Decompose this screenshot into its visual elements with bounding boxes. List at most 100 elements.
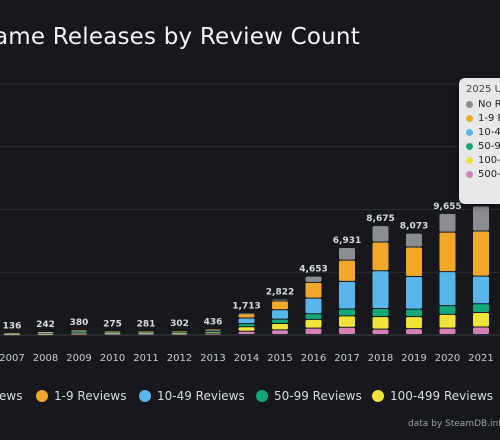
bar-segment-10-49-reviews[interactable] <box>339 281 355 309</box>
bar-segment-1-9-reviews[interactable] <box>439 232 456 272</box>
bar-segment-50-99-reviews[interactable] <box>104 332 121 334</box>
bar-segment-no-reviews[interactable] <box>473 206 489 231</box>
bar-segment-1-9-reviews[interactable] <box>171 331 188 332</box>
bar-segment-50-99-reviews[interactable] <box>406 309 422 317</box>
bar-segment-500-reviews[interactable] <box>104 334 121 335</box>
tooltip-label: 1-9 R <box>478 112 500 124</box>
bar-segment-50-99-reviews[interactable] <box>171 332 188 334</box>
bar-segment-10-49-reviews[interactable] <box>138 331 154 333</box>
legend-label: 50-99 Reviews <box>274 389 362 403</box>
bar-segment-100-499-reviews[interactable] <box>473 313 489 327</box>
bar-segment-50-99-reviews[interactable] <box>238 324 255 327</box>
bar-segment-500-reviews[interactable] <box>406 329 422 334</box>
legend-label: 1-9 Reviews <box>54 389 126 403</box>
bar-segment-100-499-reviews[interactable] <box>272 324 288 330</box>
x-tick-label: 2010 <box>100 353 125 364</box>
tooltip: 2025 U No R 1-9 R 10-4 50-9 100- 500- <box>459 78 500 204</box>
bar-segment-10-49-reviews[interactable] <box>439 272 456 306</box>
legend-item-10-49-reviews[interactable]: 10-49 Reviews <box>139 389 245 403</box>
bar-segment-50-99-reviews[interactable] <box>439 306 456 314</box>
bar-segment-50-99-reviews[interactable] <box>339 309 355 316</box>
bar-segment-1-9-reviews[interactable] <box>406 247 422 276</box>
bar-segment-50-99-reviews[interactable] <box>473 304 489 313</box>
bar-segment-10-49-reviews[interactable] <box>104 332 121 333</box>
bar-segment-10-49-reviews[interactable] <box>205 330 221 332</box>
tooltip-label: No R <box>478 98 500 110</box>
bar-segment-no-reviews[interactable] <box>272 299 288 301</box>
bar-segment-500-reviews[interactable] <box>205 333 221 335</box>
bar-segment-no-reviews[interactable] <box>406 233 422 247</box>
bar-segment-100-499-reviews[interactable] <box>205 332 221 334</box>
bar-segment-10-49-reviews[interactable] <box>71 330 87 332</box>
legend-item-50-99-reviews[interactable]: 50-99 Reviews <box>256 389 362 403</box>
bar-segment-1-9-reviews[interactable] <box>339 260 355 281</box>
bar-segment-1-9-reviews[interactable] <box>71 330 87 331</box>
bar-segment-10-49-reviews[interactable] <box>473 276 489 304</box>
bar-segment-1-9-reviews[interactable] <box>238 314 255 318</box>
bar-segment-1-9-reviews[interactable] <box>37 331 54 333</box>
bar-segment-500-reviews[interactable] <box>138 334 154 335</box>
tooltip-swatch <box>466 156 473 164</box>
bar-segment-1-9-reviews[interactable] <box>4 333 20 334</box>
x-tick-label: 2017 <box>334 353 359 364</box>
bar-segment-no-reviews[interactable] <box>339 248 355 260</box>
bar-segment-500-reviews[interactable] <box>37 334 54 336</box>
bar-segment-10-49-reviews[interactable] <box>406 276 422 309</box>
bar-segment-10-49-reviews[interactable] <box>171 331 188 333</box>
bar-segment-100-499-reviews[interactable] <box>439 314 456 328</box>
bar-segment-500-reviews[interactable] <box>339 327 355 334</box>
bar-segment-10-49-reviews[interactable] <box>305 298 322 314</box>
bar-segment-50-99-reviews[interactable] <box>205 331 221 333</box>
bar-segment-50-99-reviews[interactable] <box>272 319 288 324</box>
bar-segment-100-499-reviews[interactable] <box>339 316 355 327</box>
bar-segment-100-499-reviews[interactable] <box>71 332 87 334</box>
bar-segment-1-9-reviews[interactable] <box>272 301 288 310</box>
bar-segment-10-49-reviews[interactable] <box>238 318 255 324</box>
x-tick-label: 2019 <box>401 353 426 364</box>
bar-segment-100-499-reviews[interactable] <box>104 333 121 335</box>
bar-segment-100-499-reviews[interactable] <box>305 319 322 328</box>
bar-segment-500-reviews[interactable] <box>372 329 389 334</box>
bar-segment-100-499-reviews[interactable] <box>171 333 188 335</box>
bar-segment-100-499-reviews[interactable] <box>372 317 389 329</box>
bar-segment-500-reviews[interactable] <box>238 331 255 334</box>
bar-segment-100-499-reviews[interactable] <box>238 327 255 331</box>
bar-segment-500-reviews[interactable] <box>272 330 288 334</box>
bar-segment-500-reviews[interactable] <box>305 328 322 334</box>
bar-segment-500-reviews[interactable] <box>4 334 20 336</box>
bar-segment-10-49-reviews[interactable] <box>272 310 288 319</box>
x-tick-label: 2011 <box>133 353 158 364</box>
bar-segment-50-99-reviews[interactable] <box>138 332 154 334</box>
bar-segment-no-reviews[interactable] <box>238 313 255 315</box>
tooltip-label: 500- <box>478 168 500 180</box>
legend-swatch <box>36 390 48 402</box>
total-label: 8,675 <box>366 214 394 224</box>
bar-segment-100-499-reviews[interactable] <box>406 317 422 329</box>
legend-item-100-499-reviews[interactable]: 100-499 Reviews <box>372 389 493 403</box>
bar-segment-no-reviews[interactable] <box>439 213 456 232</box>
bar-segment-100-499-reviews[interactable] <box>37 333 54 335</box>
bar-segment-1-9-reviews[interactable] <box>305 282 322 298</box>
bar-segment-no-reviews[interactable] <box>372 226 389 242</box>
bar-segment-500-reviews[interactable] <box>473 327 489 334</box>
bar-segment-50-99-reviews[interactable] <box>37 333 54 334</box>
bar-segment-10-49-reviews[interactable] <box>372 271 389 308</box>
bar-segment-no-reviews[interactable] <box>305 276 322 282</box>
legend-item-1-9-reviews[interactable]: 1-9 Reviews <box>36 389 126 403</box>
bar-segment-1-9-reviews[interactable] <box>205 329 221 331</box>
bar-segment-500-reviews[interactable] <box>71 334 87 335</box>
bar-segment-50-99-reviews[interactable] <box>305 314 322 319</box>
bar-segment-50-99-reviews[interactable] <box>71 332 87 333</box>
bar-segment-100-499-reviews[interactable] <box>138 333 154 334</box>
bar-segment-10-49-reviews[interactable] <box>37 332 54 334</box>
legend[interactable]: ews 1-9 Reviews 10-49 Reviews 50-99 Reviews… <box>0 389 493 403</box>
bar-segment-1-9-reviews[interactable] <box>138 331 154 333</box>
bar-segment-1-9-reviews[interactable] <box>473 231 489 276</box>
bar-segment-1-9-reviews[interactable] <box>372 242 389 271</box>
bar-segment-500-reviews[interactable] <box>171 334 188 335</box>
bar-segment-500-reviews[interactable] <box>439 328 456 334</box>
legend-item-partial[interactable]: ews <box>0 389 22 403</box>
bar-segment-1-9-reviews[interactable] <box>104 331 121 333</box>
x-tick-label: 2013 <box>200 353 225 364</box>
bar-segment-50-99-reviews[interactable] <box>372 308 389 317</box>
